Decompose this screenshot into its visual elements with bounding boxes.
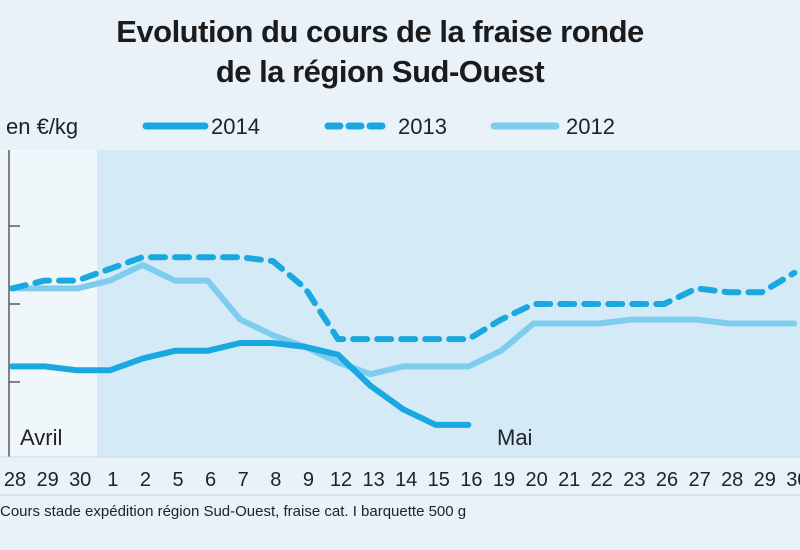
title-line-2: de la région Sud-Ouest bbox=[215, 54, 545, 89]
x-tick-label-21: 27 bbox=[688, 469, 710, 491]
x-tick-label-12: 14 bbox=[395, 469, 417, 491]
x-tick-label-18: 22 bbox=[591, 469, 613, 491]
x-tick-label-2: 30 bbox=[69, 469, 91, 491]
legend-label-2014: 2014 bbox=[211, 114, 260, 139]
x-tick-label-11: 13 bbox=[362, 469, 384, 491]
title-line-1: Evolution du cours de la fraise ronde bbox=[116, 14, 644, 49]
x-tick-label-9: 9 bbox=[303, 469, 314, 491]
x-tick-label-17: 21 bbox=[558, 469, 580, 491]
x-tick-label-20: 26 bbox=[656, 469, 678, 491]
month-label-mai: Mai bbox=[497, 425, 532, 450]
x-tick-label-13: 15 bbox=[428, 469, 450, 491]
legend-label-2012: 2012 bbox=[566, 114, 615, 139]
x-tick-label-8: 8 bbox=[270, 469, 281, 491]
x-tick-label-10: 12 bbox=[330, 469, 352, 491]
x-tick-label-0: 28 bbox=[4, 469, 26, 491]
x-tick-label-4: 2 bbox=[140, 469, 151, 491]
chart-title: Evolution du cours de la fraise ronde de… bbox=[0, 12, 760, 92]
plot-background-may bbox=[97, 150, 800, 457]
x-tick-label-19: 23 bbox=[623, 469, 645, 491]
x-tick-label-5: 5 bbox=[172, 469, 183, 491]
x-tick-label-15: 19 bbox=[493, 469, 515, 491]
month-label-avril: Avril bbox=[20, 425, 62, 450]
x-tick-label-3: 1 bbox=[107, 469, 118, 491]
x-tick-label-16: 20 bbox=[525, 469, 547, 491]
x-tick-label-22: 28 bbox=[721, 469, 743, 491]
chart-footnote: Cours stade expédition région Sud-Ouest,… bbox=[0, 503, 467, 520]
y-axis-unit-label: en €/kg bbox=[6, 114, 79, 139]
x-tick-label-6: 6 bbox=[205, 469, 216, 491]
x-tick-label-24: 30 bbox=[786, 469, 800, 491]
x-tick-label-1: 29 bbox=[36, 469, 58, 491]
x-tick-label-7: 7 bbox=[238, 469, 249, 491]
x-tick-label-23: 29 bbox=[754, 469, 776, 491]
x-tick-label-14: 16 bbox=[460, 469, 482, 491]
legend-label-2013: 2013 bbox=[398, 114, 447, 139]
